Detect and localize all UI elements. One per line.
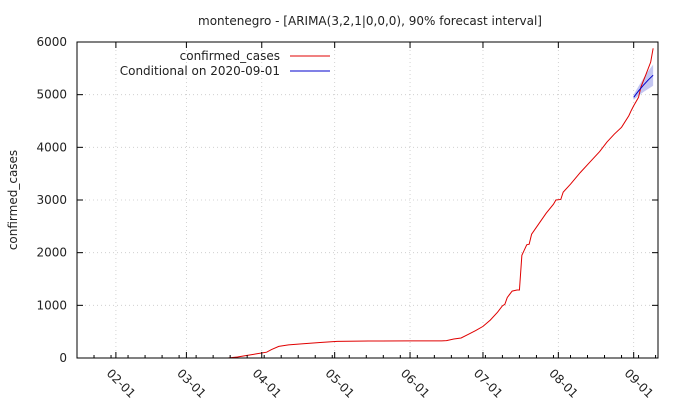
forecast-line [633, 74, 654, 98]
y-tick-label: 0 [59, 351, 67, 365]
y-tick-label: 4000 [36, 140, 67, 154]
series-layer [227, 48, 654, 359]
forecast-interval-band [633, 64, 654, 100]
chart-title: montenegro - [ARIMA(3,2,1|0,0,0), 90% fo… [198, 14, 542, 28]
x-tick-label: 05-01 [323, 366, 358, 400]
x-tick-label: 03-01 [174, 366, 209, 400]
x-tick-label: 02-01 [104, 366, 139, 400]
forecast-band-layer [633, 64, 654, 100]
y-tick-label: 2000 [36, 246, 67, 260]
y-tick-label: 3000 [36, 193, 67, 207]
x-tick-label: 07-01 [471, 366, 506, 400]
x-tick-label: 04-01 [250, 366, 285, 400]
legend-label: Conditional on 2020-09-01 [120, 64, 280, 78]
x-tick-label: 09-01 [622, 366, 657, 400]
confirmed-cases-line [227, 48, 654, 359]
x-tick-label: 08-01 [546, 366, 581, 400]
y-tick-label: 1000 [36, 298, 67, 312]
y-axis-label: confirmed_cases [6, 150, 20, 250]
grid-lines [77, 42, 658, 358]
y-tick-label: 5000 [36, 88, 67, 102]
legend-label: confirmed_cases [180, 49, 280, 63]
y-tick-label: 6000 [36, 35, 67, 49]
x-tick-label: 06-01 [398, 366, 433, 400]
plot-frame [76, 41, 659, 359]
axis-ticks: 0 1000 2000 3000 4000 5000 6000 02-01 03-01 04-01… [36, 35, 658, 400]
